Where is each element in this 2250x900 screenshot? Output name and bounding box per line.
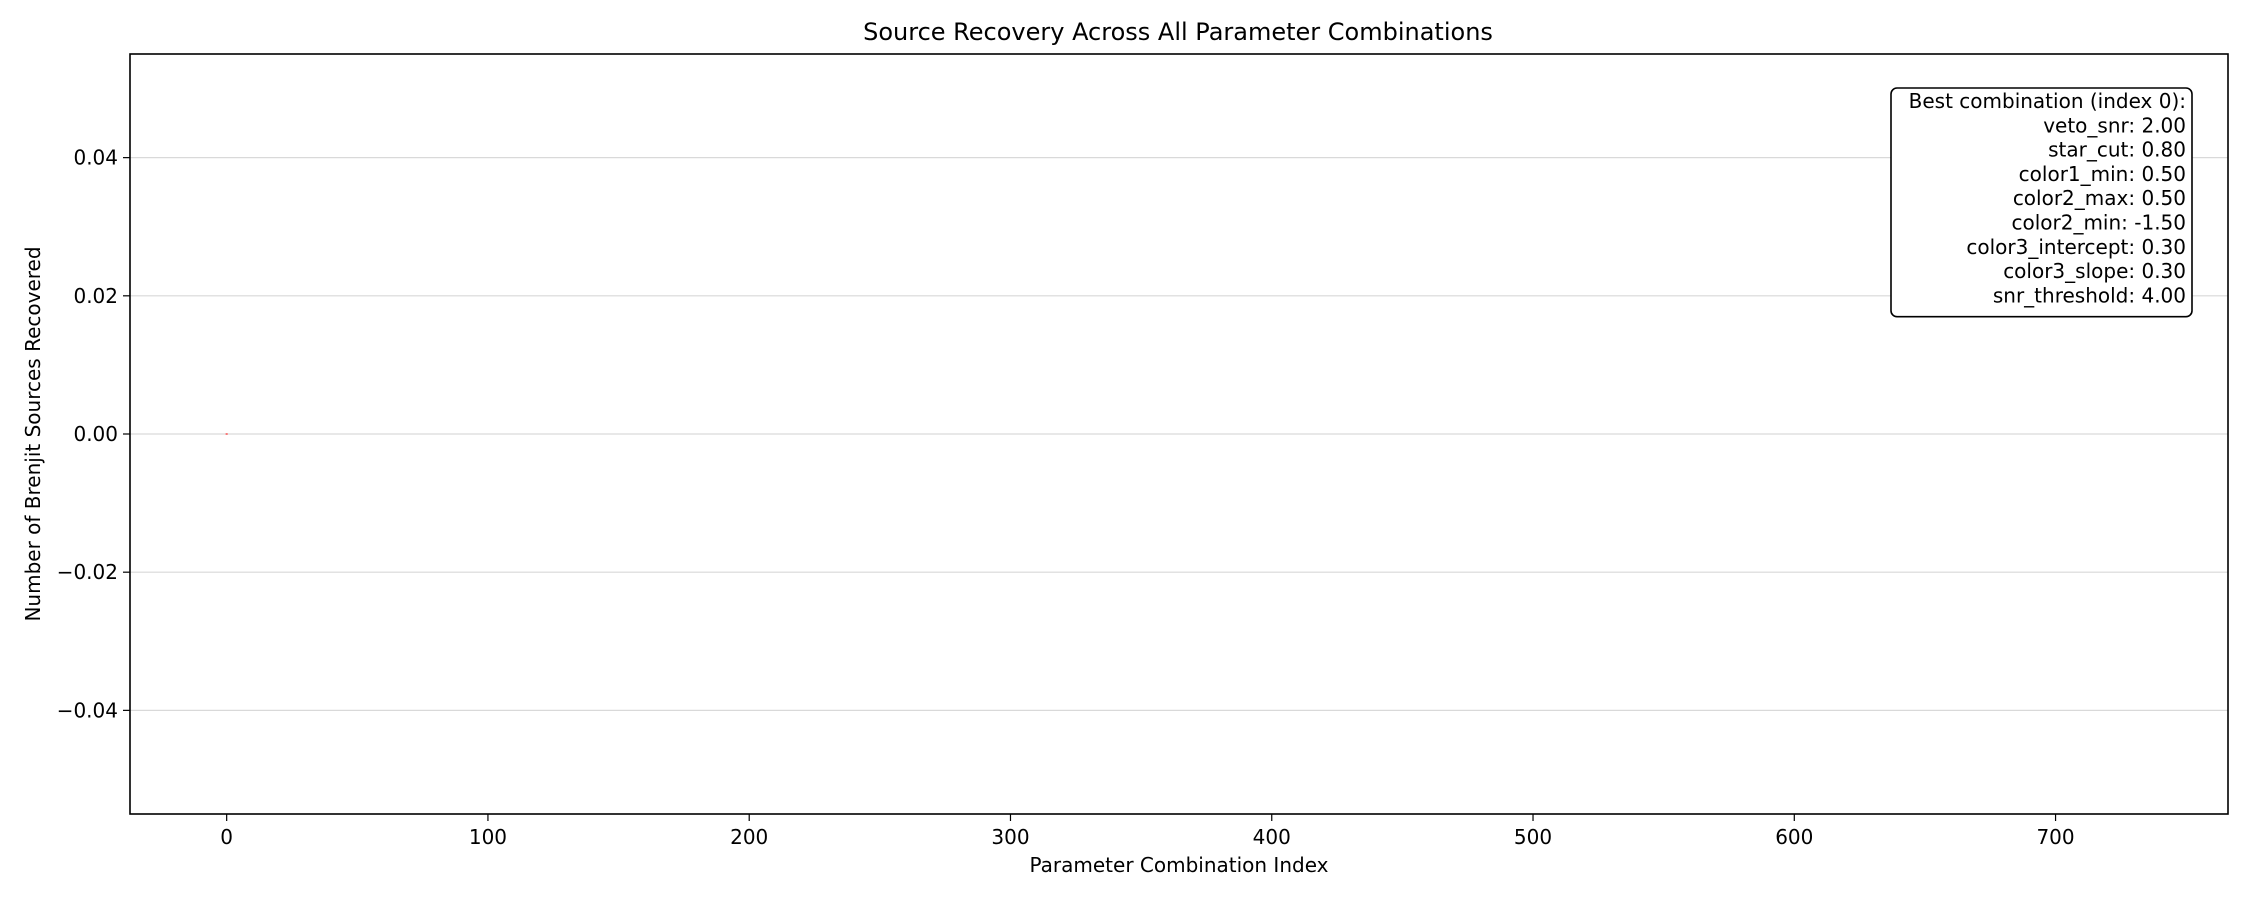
annotation-box	[1890, 87, 2193, 318]
y-axis-label: Number of Brenjit Sources Recovered	[21, 246, 45, 621]
annotation-line: color2_max: 0.50	[2013, 186, 2186, 210]
annotation-line: color3_intercept: 0.30	[1966, 235, 2186, 259]
y-tick-label: −0.02	[57, 560, 118, 584]
annotation-line: color2_min: -1.50	[2011, 211, 2186, 235]
x-tick-label: 0	[220, 825, 233, 849]
chart-title: Source Recovery Across All Parameter Com…	[863, 18, 1493, 46]
annotation-line: star_cut: 0.80	[2048, 138, 2186, 162]
annotation-line: Best combination (index 0):	[1909, 89, 2186, 113]
x-tick-label: 600	[1775, 825, 1813, 849]
annotation-line: color3_slope: 0.30	[2003, 259, 2186, 283]
x-tick-label: 200	[730, 825, 768, 849]
grid-lines	[130, 157, 2228, 711]
y-tick-label: 0.02	[73, 284, 118, 308]
x-tick-label: 300	[991, 825, 1029, 849]
annotation-line: snr_threshold: 4.00	[1993, 283, 2186, 307]
y-tick-label: 0.04	[73, 146, 118, 170]
x-tick-label: 400	[1253, 825, 1291, 849]
x-axis-ticks: 0 100 200 300 400 500 600 700	[220, 814, 2075, 849]
annotation-line: color1_min: 0.50	[2019, 162, 2186, 186]
best-combination-annotation: Best combination (index 0):veto_snr: 2.0…	[1890, 87, 2193, 318]
y-tick-label: 0.00	[73, 422, 118, 446]
x-tick-label: 700	[2036, 825, 2074, 849]
x-tick-label: 100	[469, 825, 507, 849]
x-tick-label: 500	[1514, 825, 1552, 849]
annotation-line: veto_snr: 2.00	[2043, 113, 2186, 137]
bars	[225, 433, 228, 435]
x-axis-label: Parameter Combination Index	[1029, 853, 1328, 877]
y-axis-ticks: −0.04 −0.02 0.00 0.02 0.04	[57, 146, 130, 722]
y-tick-label: −0.04	[57, 698, 118, 722]
bar	[225, 433, 228, 435]
